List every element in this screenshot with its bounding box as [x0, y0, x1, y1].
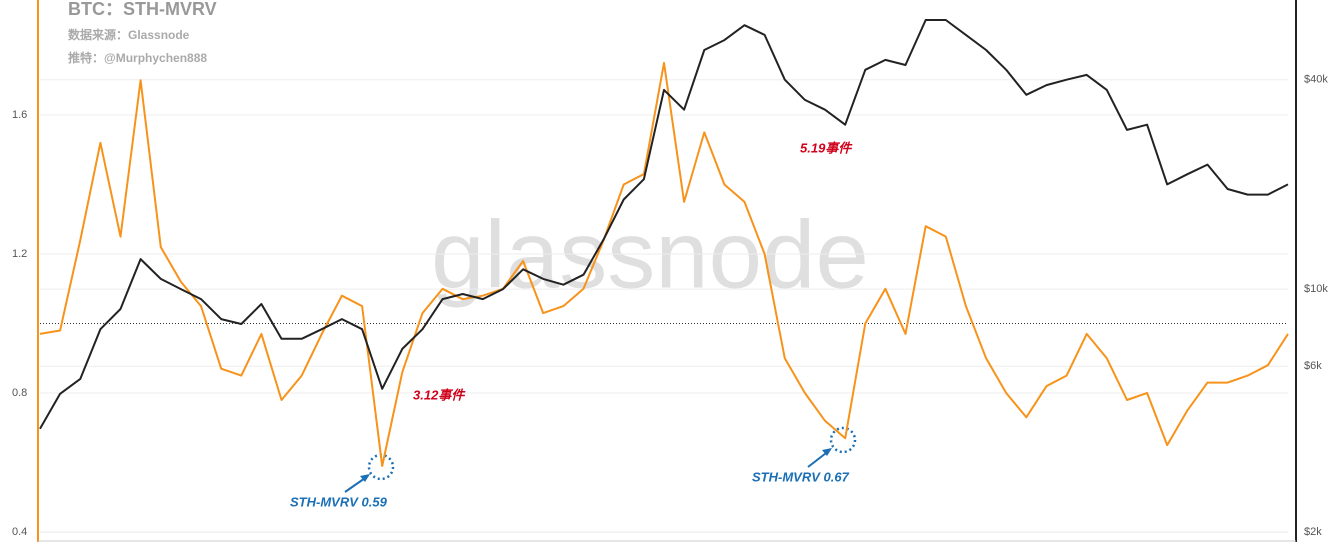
annotation: STH-MVRV 0.67	[752, 469, 850, 484]
chart-title: BTC：STH-MVRV	[68, 0, 217, 19]
y2-tick-label: $10k	[1304, 283, 1328, 295]
arrowhead	[360, 474, 370, 482]
y2-tick-label: $40k	[1304, 74, 1328, 86]
y-tick-label: 0.8	[12, 387, 27, 399]
y2-tick-label: $6k	[1304, 360, 1322, 372]
y-tick-label: 1.6	[12, 109, 27, 121]
highlight-circle	[829, 426, 857, 454]
annotation: STH-MVRV 0.59	[290, 494, 388, 509]
annotation: 3.12事件	[413, 387, 466, 402]
annotation: 5.19事件	[800, 140, 853, 155]
series-line	[39, 19, 1289, 430]
y-tick-label: 0.4	[12, 526, 27, 538]
y-tick-label: 1.2	[12, 248, 27, 260]
series-line	[39, 61, 1289, 467]
arrowhead	[822, 448, 832, 456]
subtitle: 推特：@Murphychen888	[68, 50, 207, 65]
watermark: glassnode	[431, 201, 869, 308]
y2-tick-label: $2k	[1304, 526, 1322, 538]
subtitle: 数据来源：Glassnode	[68, 27, 190, 42]
